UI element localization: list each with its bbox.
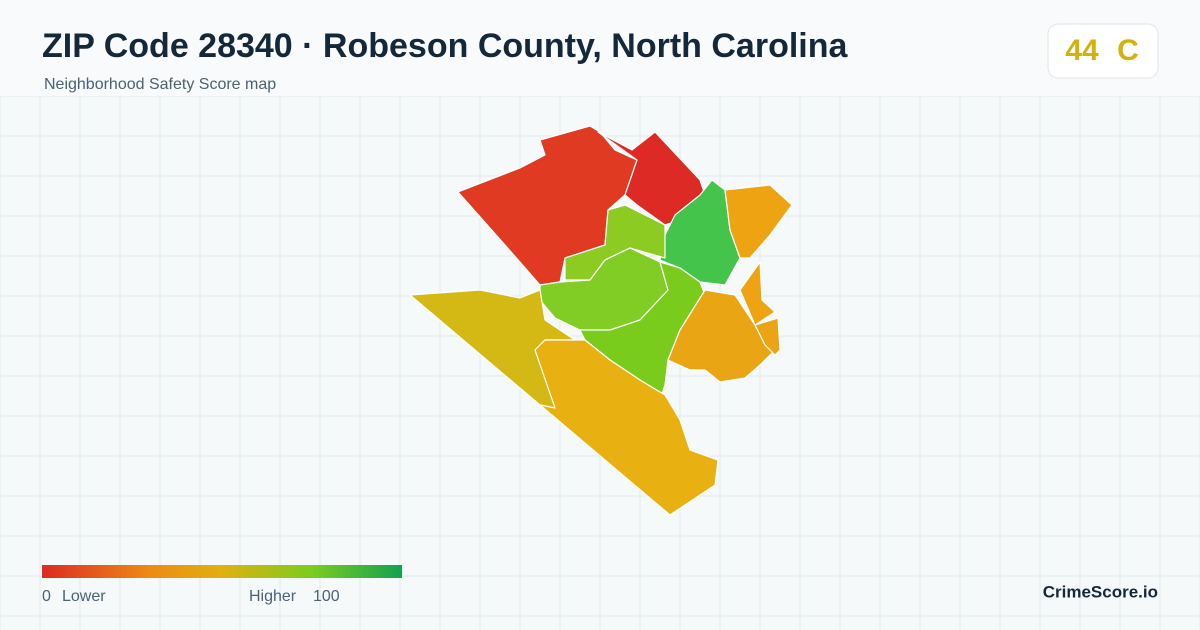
neighborhood [667, 289, 776, 383]
subtitle: Neighborhood Safety Score map [44, 76, 276, 93]
score: 44 [1065, 34, 1099, 67]
title: ZIP Code 28340 · Robeson County, North C… [42, 27, 848, 65]
legend-min: 0 [42, 588, 51, 605]
neighborhood [724, 184, 793, 259]
legend-low: Lower [62, 588, 106, 605]
neighborhood [534, 339, 719, 516]
legend-scale [42, 565, 402, 578]
map-grid [0, 95, 1200, 630]
score-badge [1047, 23, 1159, 79]
legend-high: Higher [249, 588, 297, 605]
legend-max: 100 [313, 588, 340, 605]
neighborhood [739, 261, 776, 326]
neighborhood [754, 317, 781, 356]
grade: C [1117, 34, 1139, 67]
header-band [0, 0, 1200, 96]
zip-map [409, 125, 793, 516]
brand: CrimeScore.io [1043, 582, 1158, 601]
